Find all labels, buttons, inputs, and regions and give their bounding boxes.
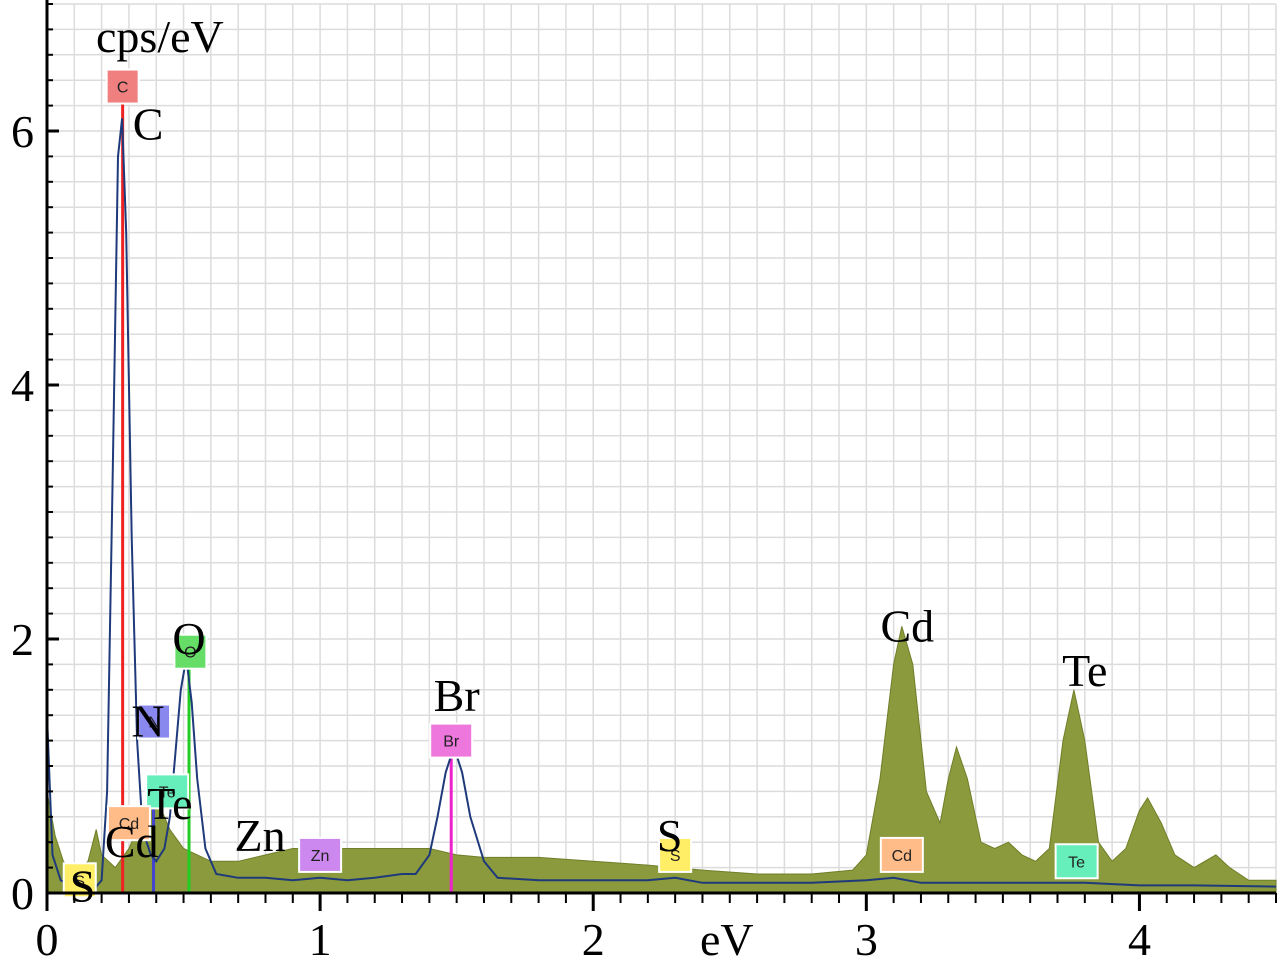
element-marker-box [105, 68, 140, 105]
y-axis-unit-label: cps/eV [96, 11, 224, 62]
tick-labels: 0 1 2 3 4 0 2 4 6 [11, 106, 1151, 960]
element-marker-box [429, 722, 474, 759]
chart-grid [46, 3, 1277, 894]
element-marker-label: N [148, 715, 160, 732]
element-marker: Cd [879, 836, 924, 873]
element-marker-label: C [117, 80, 129, 97]
peak-annotation: O [172, 613, 205, 664]
element-marker-box [145, 773, 190, 810]
element-marker: C [105, 68, 140, 105]
x-tick-label: 4 [1128, 914, 1151, 960]
peak-annotation: Br [434, 670, 480, 721]
peak-annotation: Cd [880, 600, 934, 651]
element-marker: Zn [298, 836, 343, 873]
element-marker-box [298, 836, 343, 873]
line-spectrum-trace [46, 118, 1277, 888]
element-marker-box [106, 805, 151, 842]
peak-annotation: C [133, 99, 164, 150]
element-marker-box [658, 836, 693, 873]
peak-annotation: Te [1062, 645, 1107, 696]
element-marker-box [879, 836, 924, 873]
x-tick-label: 2 [582, 914, 605, 960]
peak-annotation-layer: C O N Te Cd S Zn Br S Cd Te [70, 99, 1108, 912]
element-marker: Te [145, 773, 190, 810]
element-marker-label: S [74, 873, 85, 890]
element-marker: N [137, 703, 172, 740]
peak-annotation: Te [147, 778, 192, 829]
x-tick-label: 3 [855, 914, 878, 960]
element-marker-box [173, 633, 208, 670]
line-spectrum-layer [46, 118, 1277, 888]
x-tick-label: 0 [36, 914, 59, 960]
element-marker-box [137, 703, 172, 740]
x-tick-label: 1 [309, 914, 332, 960]
peak-annotation: N [131, 696, 164, 747]
element-marker: Br [429, 722, 474, 759]
element-marker: Cd [106, 805, 151, 842]
element-marker-label: S [670, 848, 681, 865]
peak-annotation: Cd [105, 816, 159, 867]
element-marker-label: Zn [311, 848, 330, 865]
element-marker: O [173, 633, 208, 670]
element-marker: Te [1054, 843, 1099, 880]
peak-annotation: Zn [234, 810, 285, 861]
peak-annotation: S [657, 810, 683, 861]
peak-annotation: S [70, 861, 96, 912]
x-axis-unit-label: eV [700, 914, 754, 960]
element-marker-label: Cd [119, 816, 139, 833]
chart-axes [45, 0, 1277, 911]
element-marker-label: Br [443, 734, 460, 751]
y-tick-label: 2 [11, 614, 34, 665]
element-marker-box [1054, 843, 1099, 880]
element-marker-label: Te [1068, 854, 1085, 871]
element-marker: S [658, 836, 693, 873]
element-marker-label: O [184, 645, 196, 662]
element-marker-label: Cd [892, 848, 912, 865]
y-tick-label: 6 [11, 106, 34, 157]
y-tick-label: 4 [11, 360, 34, 411]
y-tick-label: 0 [11, 868, 34, 919]
element-marker-label: Te [159, 784, 176, 801]
